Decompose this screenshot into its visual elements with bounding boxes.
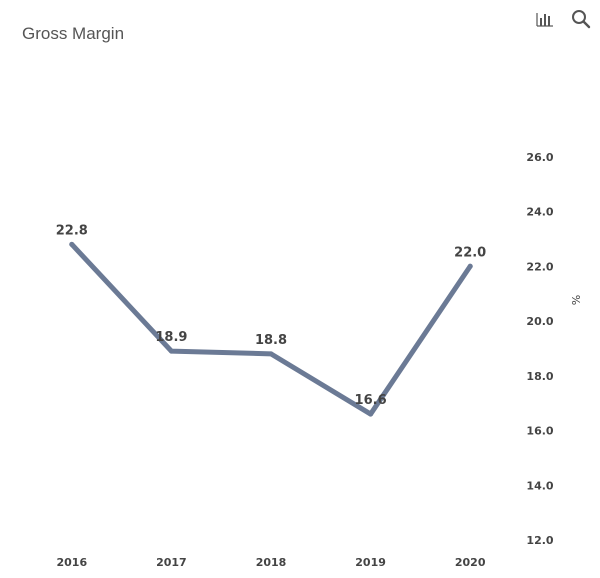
- y-tick-label: 16.0: [526, 425, 553, 438]
- y-tick-label: 24.0: [526, 206, 553, 219]
- data-label: 22.8: [56, 223, 88, 238]
- data-point: [368, 411, 374, 417]
- y-tick-label: 14.0: [526, 479, 553, 492]
- x-tick-label: 2018: [256, 556, 287, 569]
- series-line: [69, 241, 473, 417]
- x-tick-label: 2017: [156, 556, 187, 569]
- search-icon[interactable]: [570, 8, 592, 30]
- data-label: 18.8: [255, 333, 287, 348]
- y-tick-label: 20.0: [526, 315, 553, 328]
- data-point: [467, 263, 473, 269]
- y-tick-label: 12.0: [526, 534, 553, 547]
- x-tick-label: 2020: [455, 556, 486, 569]
- chart-toolbar: [534, 8, 592, 30]
- y-tick-label: 22.0: [526, 260, 553, 273]
- data-point: [69, 241, 75, 247]
- y-tick-label: 18.0: [526, 370, 553, 383]
- x-tick-label: 2019: [355, 556, 386, 569]
- chart-title: Gross Margin: [22, 24, 125, 43]
- x-tick-label: 2016: [56, 556, 87, 569]
- data-label: 22.0: [454, 245, 486, 260]
- data-label: 18.9: [155, 330, 187, 345]
- y-axis-label: %: [569, 295, 582, 305]
- data-label: 16.6: [355, 393, 387, 408]
- y-tick-label: 26.0: [526, 151, 553, 164]
- bar-chart-icon[interactable]: [534, 8, 556, 30]
- data-point: [268, 351, 274, 357]
- data-point: [168, 348, 174, 354]
